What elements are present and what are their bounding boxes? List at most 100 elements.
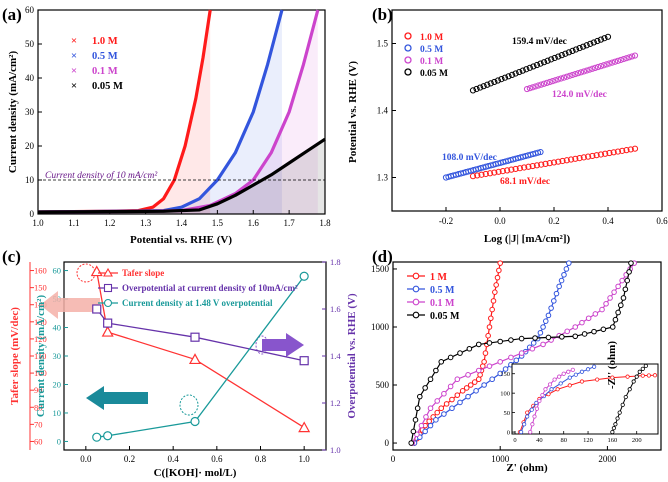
data-point-b — [491, 169, 498, 176]
y-tick-label-c-left: 80 — [34, 402, 43, 412]
y-tick-label-c-left: 150 — [34, 283, 47, 293]
data-point-b — [523, 85, 531, 93]
x-tick-label-c: 0.2 — [124, 454, 135, 464]
data-point-b — [603, 61, 610, 68]
curve-shading-a — [38, 10, 318, 214]
data-point-d — [532, 335, 538, 341]
data-point-d — [558, 277, 565, 284]
data-point-b — [597, 63, 604, 70]
inset-x-tick-label: 80 — [560, 437, 567, 444]
data-point-d — [449, 396, 455, 403]
legend-marker-a: × — [71, 80, 77, 92]
data-point-b — [529, 84, 536, 91]
legend-b: 1.0 M 0.5 M 0.1 M 0.05 M — [404, 32, 448, 79]
data-point-b — [486, 170, 494, 177]
data-point-d — [585, 315, 592, 322]
inset-data-point — [558, 381, 563, 386]
tafel-slope-label: 68.1 mV/dec — [500, 177, 550, 187]
legend-marker-a: × — [71, 50, 77, 62]
data-point-b — [529, 162, 536, 170]
data-point-b — [620, 55, 627, 63]
legend-label-c: Tafer slope — [122, 268, 164, 278]
data-point-b — [544, 57, 551, 64]
data-point-d — [434, 409, 441, 416]
data-point-d — [414, 431, 420, 438]
series-line-c — [96, 271, 305, 429]
data-point-d — [622, 286, 629, 293]
legend-label-d: 0.1 M — [430, 298, 455, 309]
data-point-d — [412, 417, 419, 423]
data-point-d — [579, 319, 585, 326]
legend-marker-b — [404, 68, 412, 76]
data-point-d — [564, 328, 571, 335]
data-point-b — [562, 50, 569, 57]
data-point-d — [473, 388, 479, 394]
data-point-d — [427, 376, 434, 383]
data-point-d — [438, 359, 445, 365]
data-point-d — [441, 390, 447, 397]
inset-data-point — [623, 394, 628, 400]
data-point-d — [559, 334, 565, 340]
data-point-d — [542, 318, 549, 324]
data-point-b — [583, 42, 590, 49]
data-point-b — [504, 167, 511, 174]
x-tick-label-b: 0.2 — [548, 216, 559, 226]
inset-data-point — [634, 374, 639, 379]
data-point-b — [480, 83, 487, 90]
data-point-d — [486, 363, 493, 369]
data-point-b — [501, 74, 509, 81]
data-point-d — [441, 411, 447, 417]
data-point-b — [487, 80, 494, 87]
inset-data-point — [530, 422, 535, 427]
x-axis-label-a: Potential vs. RHE (V) — [130, 234, 232, 246]
inset-data-point — [519, 429, 524, 435]
inset-data-point — [611, 426, 616, 431]
data-point-b — [583, 67, 590, 74]
data-point-d — [553, 290, 560, 297]
data-point-b — [543, 79, 550, 86]
data-point-b — [534, 149, 542, 156]
inset-y-tick-label: 100 — [500, 391, 510, 398]
data-point-d — [620, 295, 627, 301]
data-point-b — [530, 63, 537, 70]
data-point-d — [540, 341, 546, 348]
data-point-d — [612, 316, 619, 323]
inset-data-point — [529, 407, 534, 412]
data-point-d — [423, 414, 429, 420]
data-point-c — [103, 431, 113, 441]
panel-c-label: (c) — [2, 247, 21, 266]
data-point-d — [626, 269, 632, 275]
data-point-d — [603, 300, 609, 307]
data-point-b — [559, 157, 566, 165]
data-point-d — [618, 302, 624, 309]
y-tick-label-d: 1000 — [371, 322, 390, 332]
legend-c: Tafer slope Overpotential at current dens… — [98, 267, 298, 308]
y-tick-label-c-left: 60 — [34, 436, 43, 446]
data-point-d — [508, 337, 514, 343]
inset-data-point — [534, 406, 540, 411]
inset-data-point — [617, 410, 622, 415]
data-point-b — [516, 68, 523, 76]
data-point-d — [475, 367, 482, 374]
data-point-b — [627, 146, 634, 153]
x-tick-label-c: 0.6 — [211, 454, 223, 464]
data-point-b — [619, 147, 626, 154]
x-axis-label-b: Log (|J| [mA/cm²]) — [484, 233, 571, 245]
y-tick-label-c-mid: 60 — [53, 266, 62, 276]
data-point-b — [600, 62, 607, 69]
data-point-d — [438, 405, 445, 412]
data-point-d — [496, 267, 502, 274]
data-point-d — [628, 260, 634, 266]
data-point-b — [623, 55, 630, 62]
data-point-d — [572, 324, 579, 330]
y-tick-label-c-left: 120 — [34, 334, 47, 344]
legend-label-c: Current density at 1.48 V overpotential — [122, 298, 273, 308]
data-point-c — [190, 332, 200, 342]
data-point-d — [481, 382, 487, 388]
inset-y-tick-label: 50 — [504, 410, 511, 417]
data-point-b — [589, 152, 596, 160]
legend-marker-c — [103, 267, 113, 277]
panel-b-label: (b) — [372, 5, 393, 24]
legend-label-a: 0.05 M — [92, 81, 123, 92]
left-arrow-decoration — [40, 291, 100, 319]
